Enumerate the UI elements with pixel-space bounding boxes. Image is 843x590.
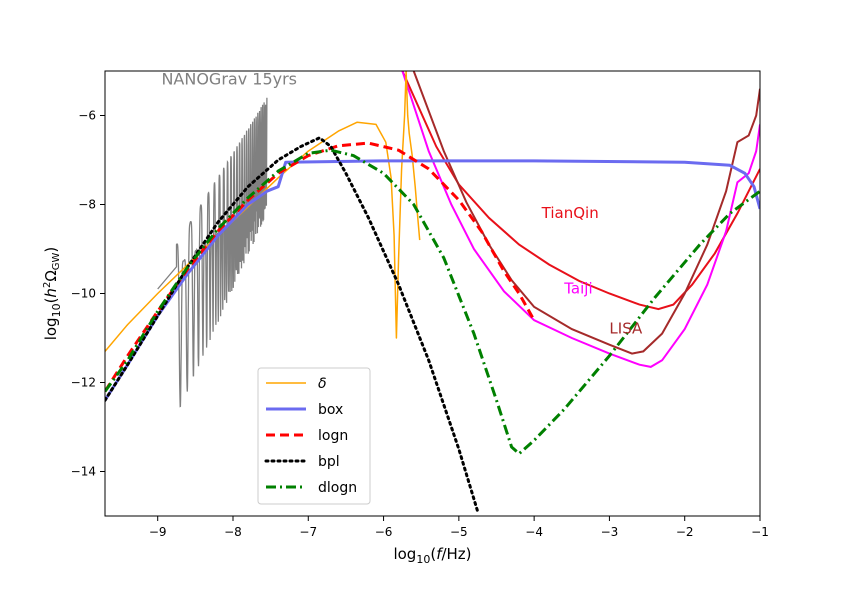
axes: −9 −8 −7 −6 −5 −4 −3 −2 −1−14−12−10−8−6log10(f/H…: [42, 70, 769, 566]
y-axis-label: log10(h2ΩGW): [42, 247, 63, 341]
legend-box: [257, 367, 371, 505]
x-axis-label: log10(f/Hz): [393, 545, 471, 566]
y-tick-label: −8: [78, 198, 96, 212]
series-box: [105, 159, 760, 402]
nanograv-label: NANOGrav 15yrs: [161, 69, 297, 88]
plot-area: NANOGrav 15yrs TianQin Taiji LISA: [105, 69, 760, 514]
y-tick-label: −10: [71, 287, 96, 301]
legend-label-delta: δ: [318, 376, 327, 392]
series-dlogn: [105, 148, 760, 456]
legend-label-logn: logn: [318, 428, 348, 444]
y-tick-label: −12: [71, 376, 96, 390]
nanograv-band: [157, 97, 268, 408]
x-tick-label: −8: [224, 525, 242, 539]
x-tick-label: −5: [450, 525, 468, 539]
legend: δ box logn bpl dlogn: [257, 367, 371, 505]
legend-label-box: box: [318, 402, 343, 418]
series-logn: [105, 141, 536, 393]
x-tick-label: −4: [525, 525, 543, 539]
legend-label-dlogn: dlogn: [318, 480, 357, 496]
x-tick-label: −7: [299, 525, 317, 539]
label-taiji: Taiji: [563, 280, 592, 298]
x-tick-label: −9: [149, 525, 167, 539]
sensitivity-tianqin: [401, 71, 760, 311]
legend-label-bpl: bpl: [318, 454, 340, 470]
x-tick-label: −1: [751, 525, 769, 539]
x-tick-label: −6: [375, 525, 393, 539]
y-tick-label: −14: [71, 465, 96, 479]
label-tianqin: TianQin: [541, 204, 599, 222]
label-lisa: LISA: [609, 320, 643, 338]
y-tick-label: −6: [78, 109, 96, 123]
x-tick-label: −3: [601, 525, 619, 539]
x-tick-label: −2: [676, 525, 694, 539]
sensitivity-taiji: [401, 71, 760, 368]
